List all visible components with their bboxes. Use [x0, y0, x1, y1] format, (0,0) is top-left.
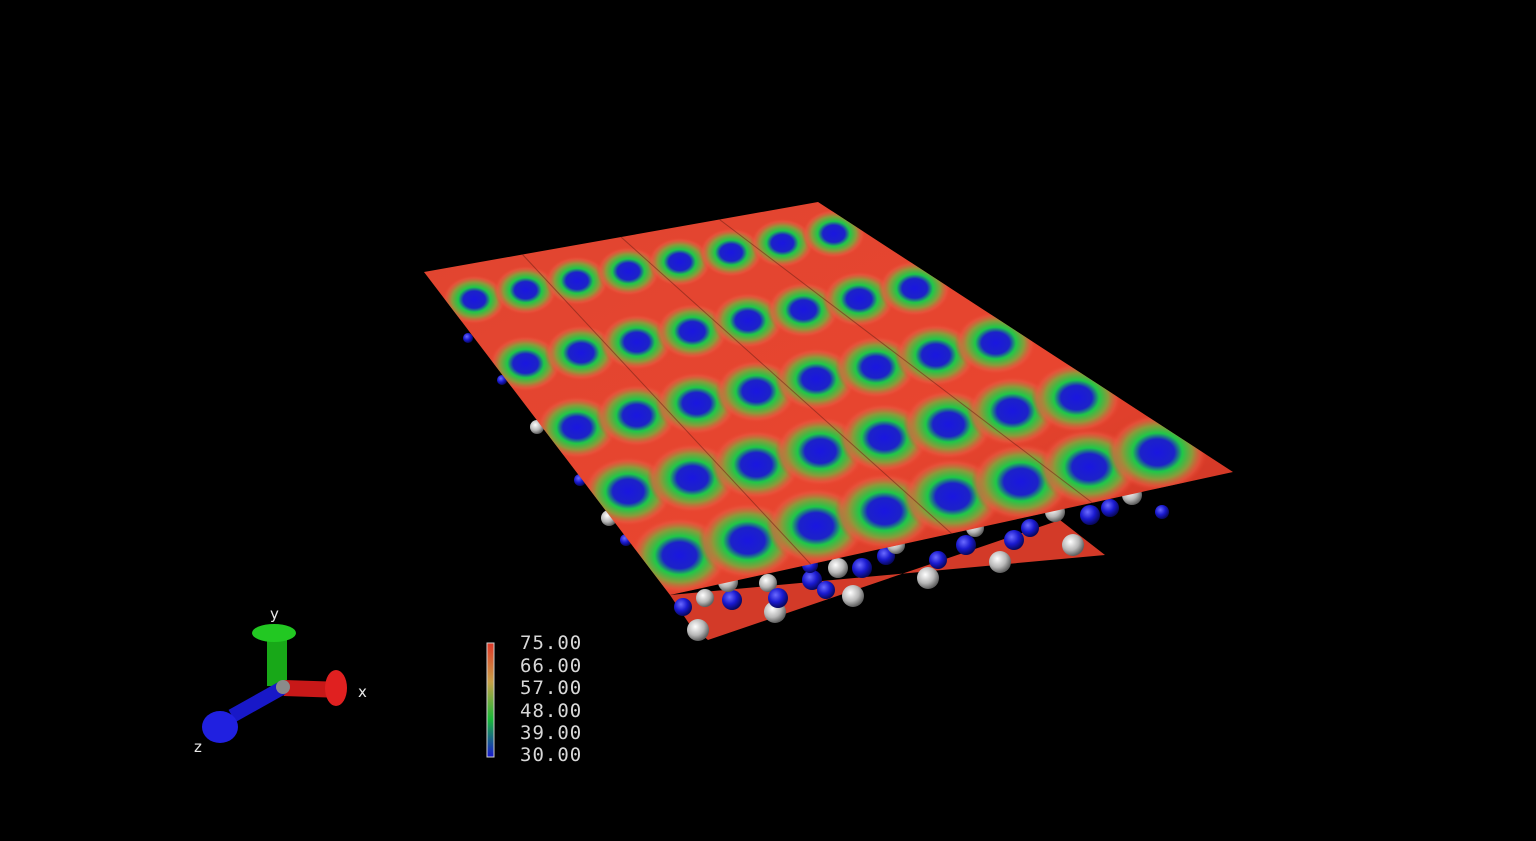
x-axis-shaft: [283, 680, 329, 698]
x-axis-label: x: [358, 683, 367, 701]
atom-light: [828, 558, 848, 578]
z-axis-shaft: [228, 681, 286, 723]
colorbar-tick-label: 48.00: [520, 700, 583, 722]
atom-dark: [852, 558, 872, 578]
atom-dark: [956, 535, 976, 555]
y-axis-label: y: [270, 605, 279, 623]
potential-well: [600, 313, 674, 371]
potential-well: [488, 335, 563, 392]
atom-light: [989, 551, 1011, 573]
potential-well: [493, 265, 558, 316]
potential-well: [1107, 413, 1208, 491]
colorbar-strip: [486, 642, 495, 758]
atom-dark: [1021, 519, 1039, 537]
potential-well: [1031, 362, 1122, 433]
atom-dark: [1155, 505, 1169, 519]
atom-light: [759, 574, 777, 592]
tile-seam: [620, 236, 952, 534]
atom-light: [842, 585, 864, 607]
potential-well: [822, 270, 896, 328]
x-axis-arrowhead: [325, 670, 347, 706]
potential-well: [596, 246, 661, 297]
potential-well: [544, 324, 618, 382]
atom-dark: [1004, 530, 1024, 550]
potential-surface: [424, 202, 1233, 595]
y-axis-arrowhead: [252, 624, 296, 642]
surface-seams: [522, 219, 1093, 565]
atom-dark: [1080, 505, 1100, 525]
axes-origin: [276, 680, 290, 694]
potential-well: [766, 281, 841, 339]
z-axis-arrowhead: [202, 711, 238, 743]
potential-well: [647, 236, 712, 287]
colorbar-tick-label: 57.00: [520, 677, 583, 699]
colorbar-tick-label: 66.00: [520, 655, 583, 677]
atom-dark: [674, 598, 692, 616]
potential-well: [878, 260, 952, 317]
potential-well: [954, 311, 1037, 375]
potential-well: [801, 208, 867, 259]
colorbar: [486, 642, 495, 758]
atom-dark: [929, 551, 947, 569]
atom-dark: [768, 588, 788, 608]
atom-light: [696, 589, 714, 607]
potential-well: [544, 255, 610, 306]
colorbar-tick-label: 30.00: [520, 744, 583, 766]
y-axis-shaft: [267, 638, 287, 686]
colorbar-tick-label: 75.00: [520, 632, 583, 654]
tile-seam: [719, 219, 1093, 504]
atom-light: [917, 567, 939, 589]
atom-light: [1062, 534, 1084, 556]
orientation-axes: y x z: [194, 605, 367, 756]
atom-light: [687, 619, 709, 641]
atom-dark: [802, 570, 822, 590]
potential-well: [442, 274, 507, 325]
surface-wells: [442, 208, 1208, 594]
atom-dark: [722, 590, 742, 610]
colorbar-tick-label: 39.00: [520, 722, 583, 744]
tile-seam: [522, 254, 812, 565]
atom-dark: [1101, 499, 1119, 517]
atom-dark: [463, 333, 473, 343]
z-axis-label: z: [194, 738, 202, 756]
atom-dark: [817, 581, 835, 599]
